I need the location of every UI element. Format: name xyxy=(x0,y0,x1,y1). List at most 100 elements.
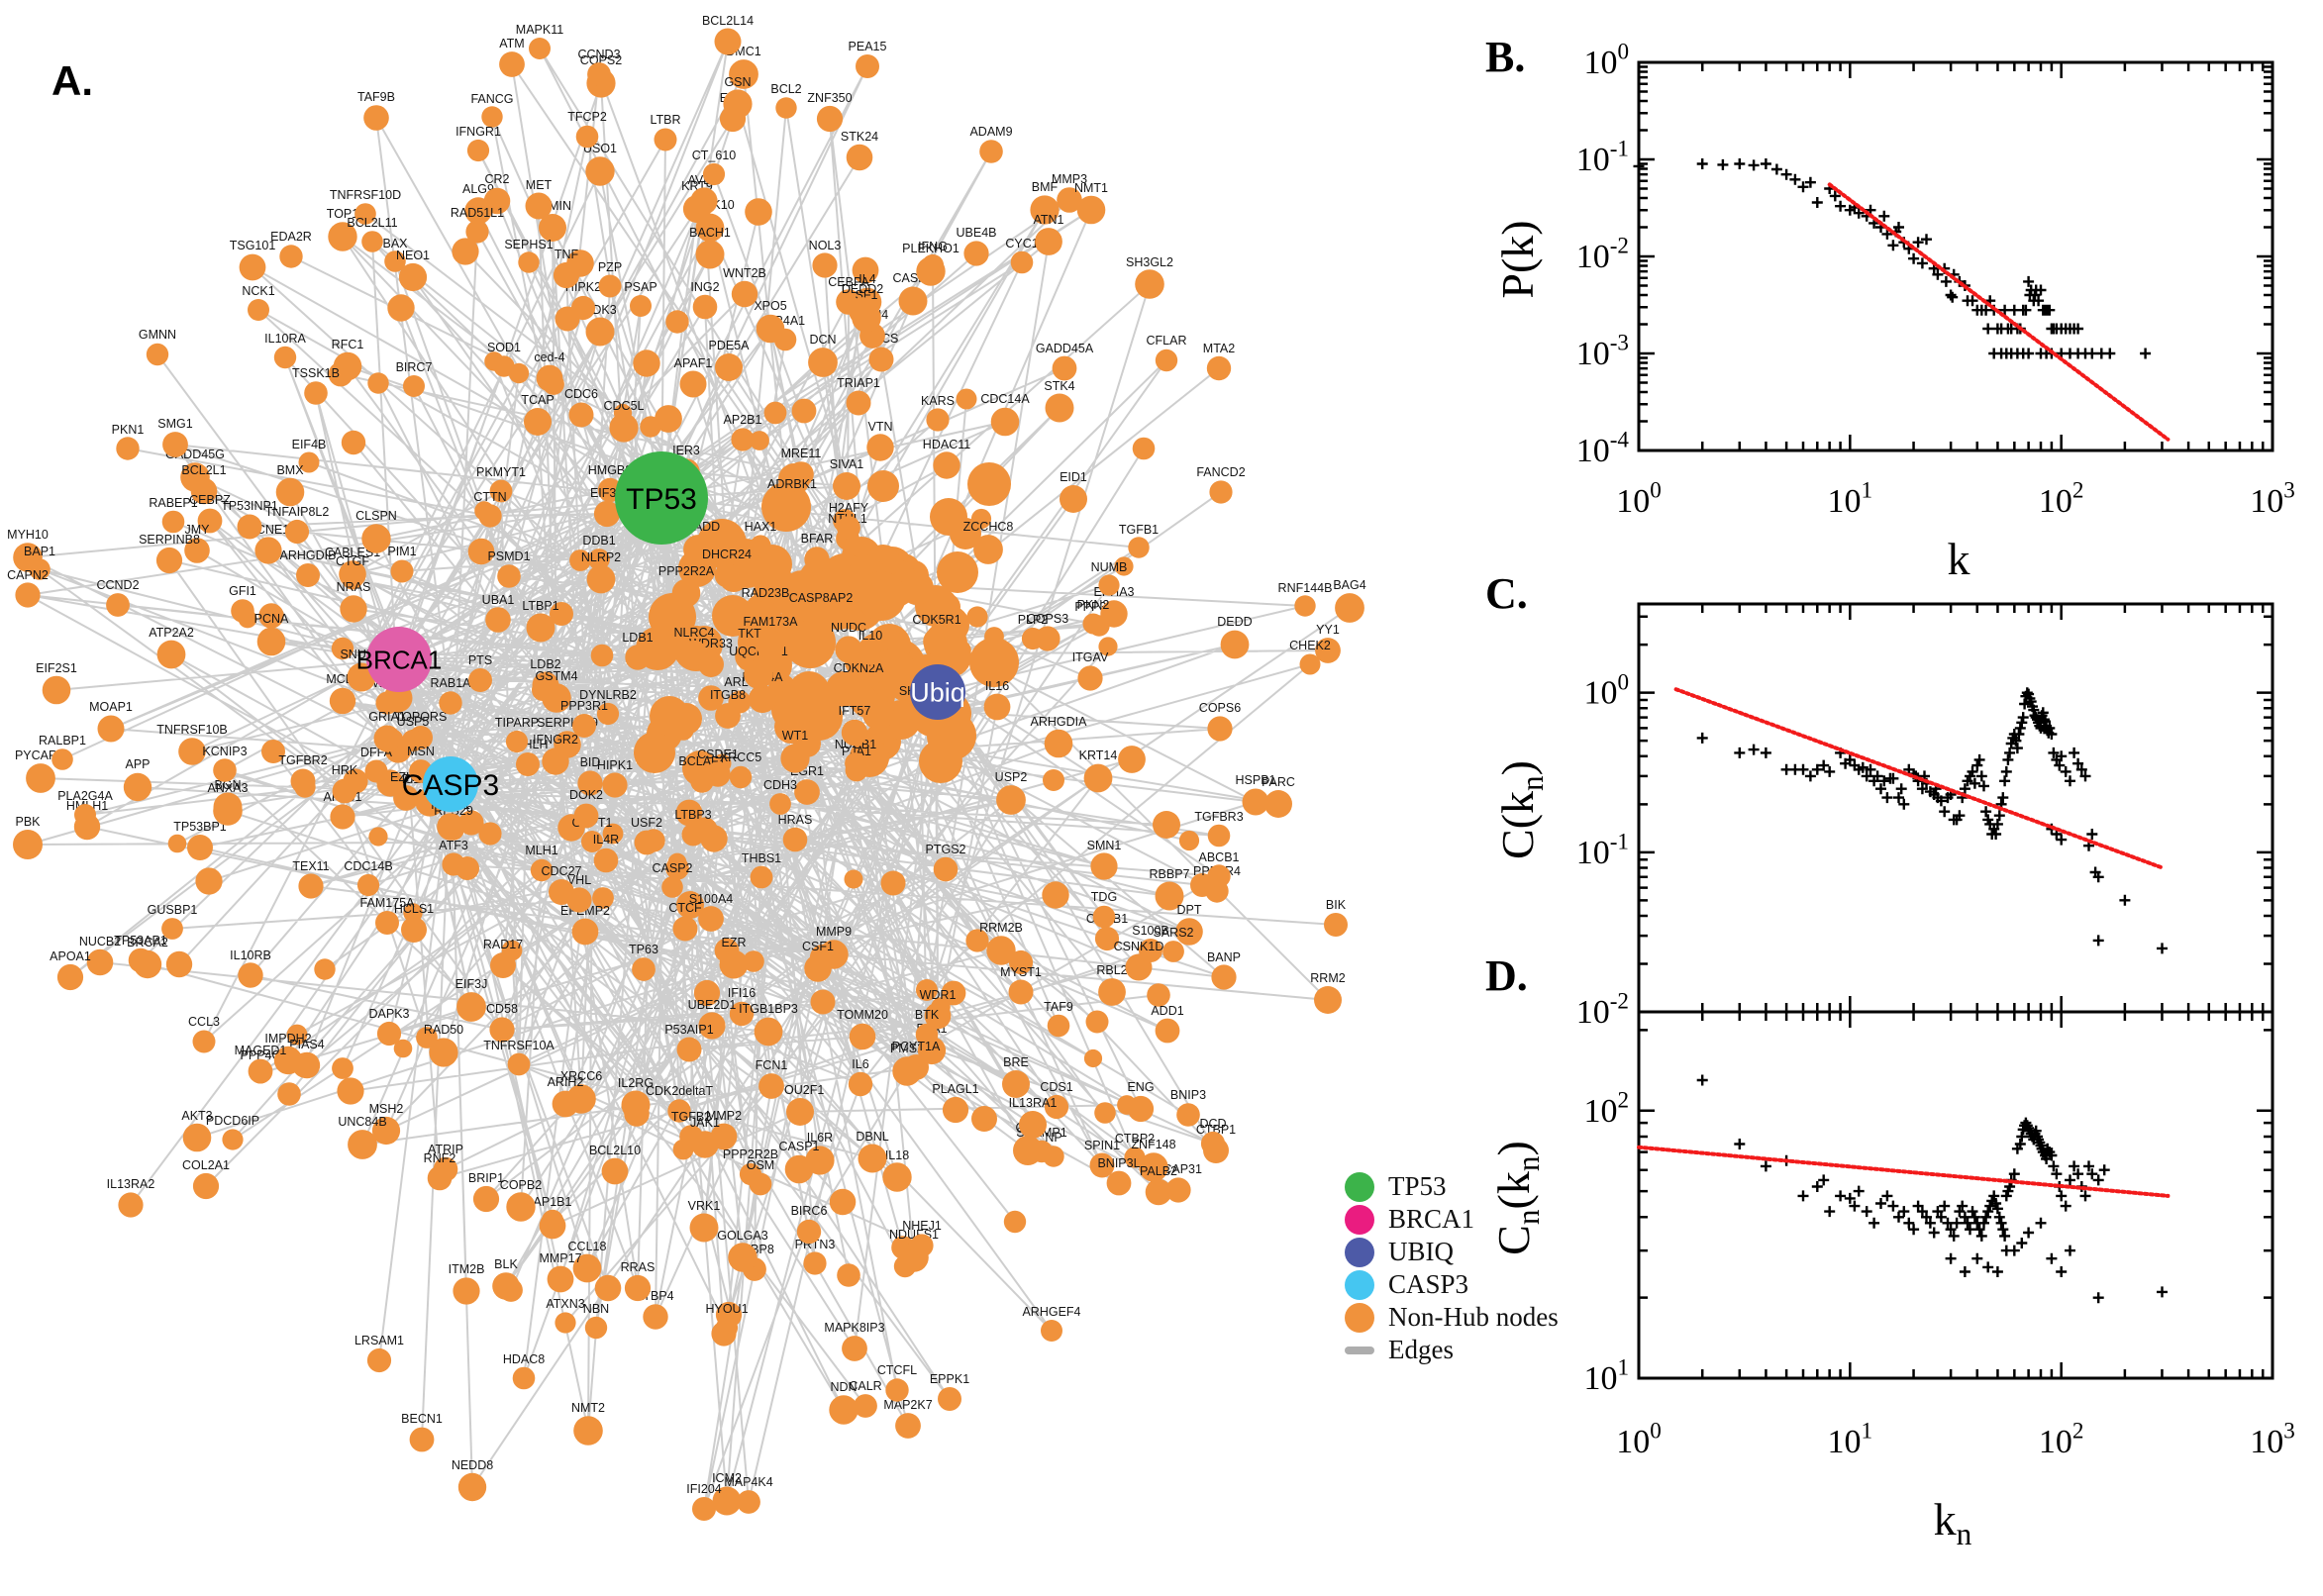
network-node-label: UNC84B xyxy=(338,1115,386,1129)
network-node xyxy=(1220,630,1250,659)
network-node xyxy=(788,671,830,713)
edges-swatch-icon xyxy=(1345,1346,1374,1354)
network-node-label: BCL2L1 xyxy=(181,463,226,477)
axis-tick-label: 101 xyxy=(1828,1419,1873,1460)
network-node xyxy=(416,1027,438,1048)
network-node-label: CEBPA xyxy=(828,275,869,289)
network-node-label: VTN xyxy=(868,420,893,434)
network-node-label: NRAS xyxy=(337,580,371,594)
legend-item-ubiq: UBIQ xyxy=(1345,1236,1642,1268)
panel-d-label: D. xyxy=(1485,951,1528,1000)
network-node-label: POU2F1 xyxy=(776,1083,825,1097)
tp53-swatch-icon xyxy=(1345,1171,1374,1202)
network-node-label: EIF2S1 xyxy=(36,661,77,675)
network-node-label: COL2A1 xyxy=(182,1158,230,1172)
network-node xyxy=(525,192,553,220)
network-node xyxy=(1077,665,1103,691)
network-node xyxy=(866,434,894,461)
network-node-label: FANCD2 xyxy=(1196,465,1245,479)
network-node xyxy=(812,252,838,278)
network-node xyxy=(42,675,71,705)
network-node xyxy=(478,822,502,846)
network-node xyxy=(162,432,188,457)
network-node-label: IFI16 xyxy=(728,986,757,1000)
network-node xyxy=(340,595,367,623)
network-node xyxy=(529,38,551,59)
network-node-label: TSSK1B xyxy=(292,366,340,380)
network-node-label: USP5 xyxy=(397,715,430,729)
network-node xyxy=(1008,949,1034,975)
network-node xyxy=(715,353,743,381)
network-node xyxy=(731,428,755,451)
network-node xyxy=(1264,790,1292,818)
network-node-label: NEO1 xyxy=(396,249,430,262)
network-node-label: ced-4 xyxy=(534,350,564,364)
network-node xyxy=(497,564,521,588)
network-node xyxy=(593,500,621,528)
network-node-label: RRM2 xyxy=(1310,971,1345,985)
network-node-label: STK24 xyxy=(841,130,878,144)
network-node-label: DBNL xyxy=(856,1130,888,1144)
network-node-label: CDC14A xyxy=(980,392,1030,406)
network-node xyxy=(1145,1178,1172,1206)
network-node xyxy=(1178,830,1200,851)
axis-ticks xyxy=(1637,60,2274,452)
network-node-label: BLK xyxy=(494,1257,518,1271)
network-node xyxy=(1207,716,1233,742)
network-node xyxy=(592,887,614,909)
network-node xyxy=(577,770,603,796)
network-node-label: BCL2L11 xyxy=(347,216,397,230)
network-node xyxy=(328,222,357,251)
axis-tick-label: 103 xyxy=(2250,1419,2295,1460)
network-node xyxy=(26,763,55,793)
network-node xyxy=(808,348,838,377)
network-node-label: IL10 xyxy=(858,629,882,643)
network-node-label: PPP4C xyxy=(241,1048,281,1062)
network-node-label: WT1 xyxy=(782,729,808,743)
network-node-label: IFNGR2 xyxy=(533,733,578,747)
network-node-label: BNIP3L xyxy=(1097,1156,1140,1170)
network-node-label: CD58 xyxy=(486,1002,518,1016)
network-node-label: FAM173A xyxy=(744,615,799,629)
network-node-label: ATN1 xyxy=(1033,213,1063,227)
network-node-label: SMG1 xyxy=(157,417,192,431)
network-node xyxy=(552,1090,579,1118)
network-node xyxy=(452,238,479,265)
network-node xyxy=(969,638,1019,687)
network-node xyxy=(846,144,873,171)
network-node xyxy=(178,738,206,765)
y-axis-label: Cn(kn) xyxy=(1488,1141,1546,1255)
network-node xyxy=(539,214,566,242)
network-node-label: MRE11 xyxy=(781,447,822,460)
network-node xyxy=(371,1116,401,1146)
network-node xyxy=(752,600,779,628)
network-node-label: TSG101 xyxy=(230,239,276,252)
panel-a-label: A. xyxy=(51,57,93,104)
network-node xyxy=(1100,600,1128,628)
network-node xyxy=(97,715,125,743)
panel-c: 100 10-1 10-2 C(kn) xyxy=(1492,602,2274,1031)
network-node-label: ARHGEF4 xyxy=(1022,1305,1080,1319)
network-node xyxy=(675,799,703,827)
network-node-label: CEBPZ xyxy=(189,493,231,507)
plot-frame xyxy=(1637,60,2274,452)
network-node xyxy=(279,245,303,268)
network-node-label: UBE2D1 xyxy=(688,998,737,1012)
network-node xyxy=(692,294,718,320)
network-node-label: FAM175A xyxy=(360,896,416,910)
network-node xyxy=(683,535,713,564)
network-node-label: MAPK8IP3 xyxy=(824,1321,884,1335)
network-node xyxy=(942,1096,969,1124)
axis-tick-label: 100 xyxy=(1616,478,1662,520)
network-node xyxy=(1207,864,1231,888)
network-node xyxy=(730,552,765,588)
network-node xyxy=(314,958,336,980)
network-node xyxy=(714,28,742,55)
network-node-label: CALR xyxy=(849,1379,881,1393)
network-node-label: HRAS xyxy=(778,813,813,827)
network-node xyxy=(51,748,73,770)
network-node-label: APOA1 xyxy=(50,949,91,963)
network-node-label: NUDC xyxy=(831,621,866,635)
network-node-label: XRCC5 xyxy=(720,750,761,764)
network-node-label: CCL18 xyxy=(568,1240,607,1253)
